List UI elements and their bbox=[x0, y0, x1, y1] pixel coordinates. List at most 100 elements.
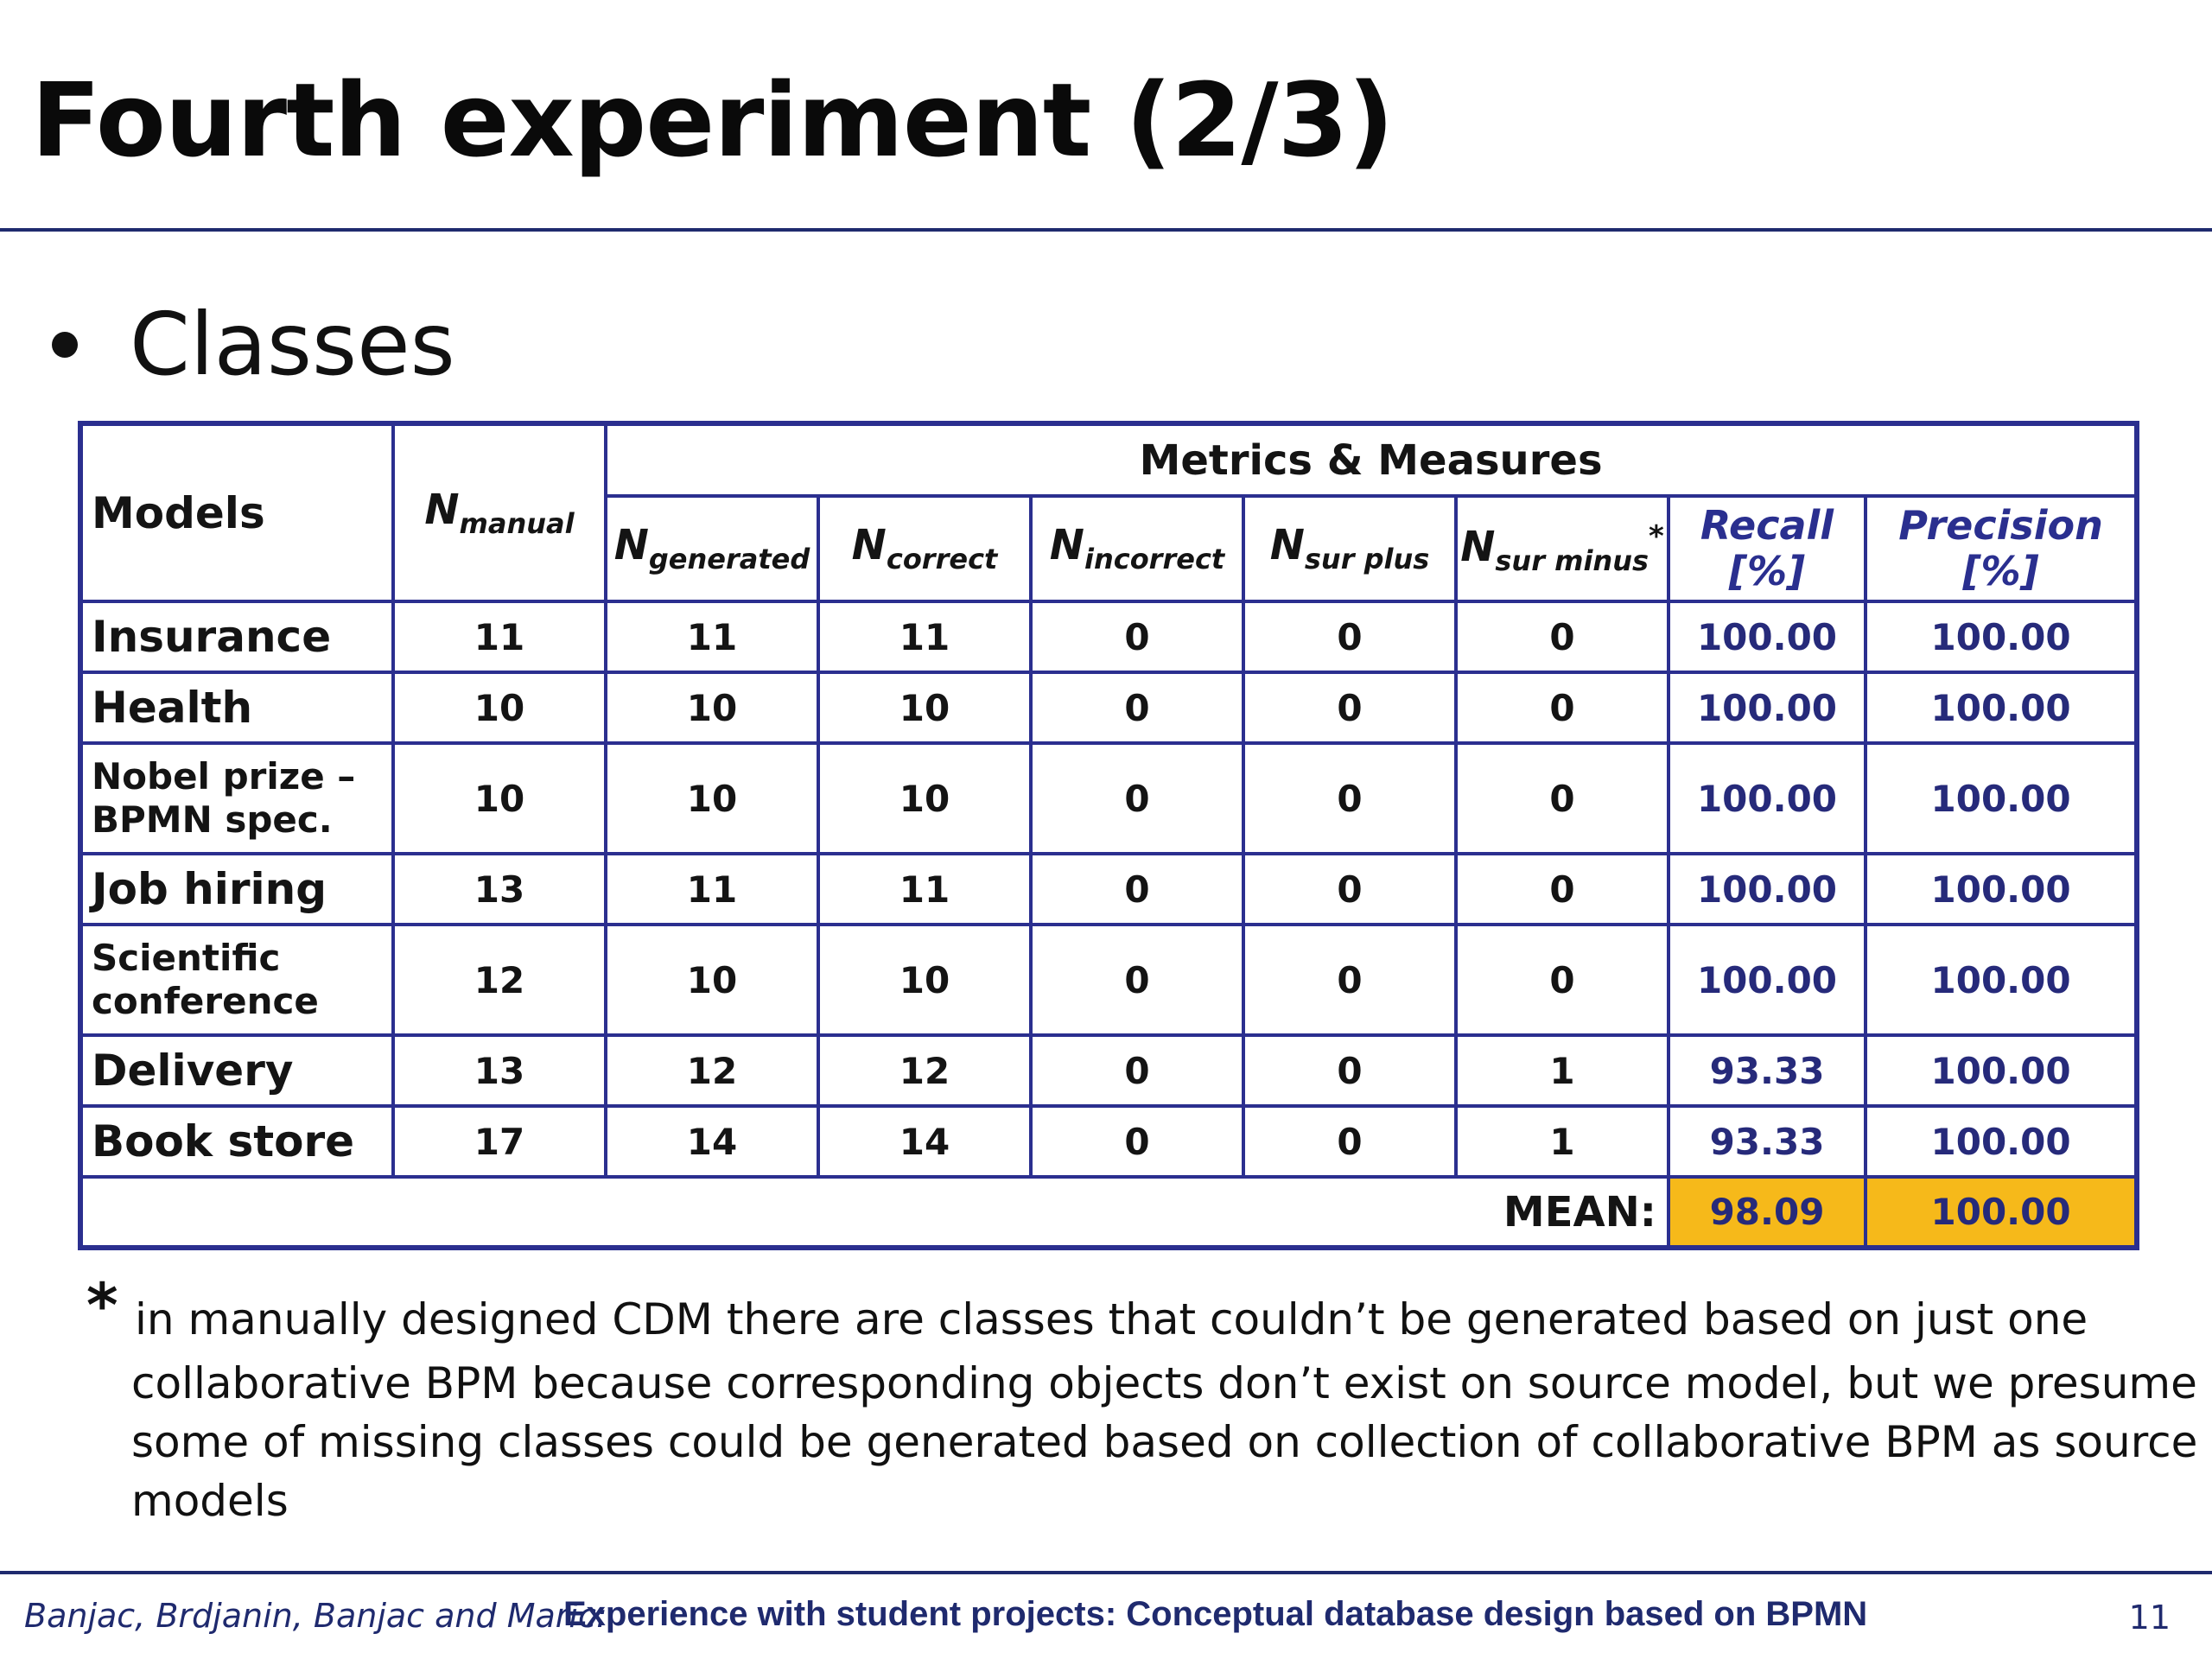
table-row: Scientific conference 12 10 10 0 0 0 100… bbox=[79, 923, 2139, 1037]
cell-n-manual: 11 bbox=[391, 600, 607, 674]
header-n-incorrect: Nincorrect bbox=[1029, 494, 1245, 603]
cell-n-manual: 12 bbox=[391, 923, 607, 1037]
cell-model: Job hiring bbox=[79, 852, 395, 926]
footnote-line: in manually designed CDM there are class… bbox=[135, 1294, 2088, 1344]
bullet-text: Classes bbox=[130, 294, 455, 395]
header-n-correct: Ncorrect bbox=[817, 494, 1033, 603]
bullet-item: Classes bbox=[52, 294, 455, 395]
cell-n-surplus: 0 bbox=[1242, 1033, 1458, 1108]
cell-n-surminus: 0 bbox=[1454, 671, 1670, 745]
cell-n-surplus: 0 bbox=[1242, 741, 1458, 855]
table-mean-row: MEAN: 98.09 100.00 bbox=[79, 1175, 2139, 1249]
cell-recall: 100.00 bbox=[1667, 741, 1867, 855]
cell-n-correct: 11 bbox=[817, 600, 1033, 674]
cell-n-manual: 13 bbox=[391, 1033, 607, 1108]
table-row: Insurance 11 11 11 0 0 0 100.00 100.00 bbox=[79, 600, 2139, 674]
cell-n-surplus: 0 bbox=[1242, 923, 1458, 1037]
cell-n-surminus: 0 bbox=[1454, 741, 1670, 855]
cell-n-incorrect: 0 bbox=[1029, 1033, 1245, 1108]
cell-model: Insurance bbox=[79, 600, 395, 674]
cell-n-correct: 10 bbox=[817, 671, 1033, 745]
footer-authors: Banjac, Brdjanin, Banjac and Maric: bbox=[24, 1597, 607, 1635]
cell-n-generated: 10 bbox=[604, 671, 820, 745]
cell-n-incorrect: 0 bbox=[1029, 923, 1245, 1037]
cell-precision: 100.00 bbox=[1863, 1033, 2139, 1108]
slide-title: Fourth experiment (2/3) bbox=[31, 60, 1395, 180]
cell-n-generated: 11 bbox=[604, 852, 820, 926]
cell-n-correct: 10 bbox=[817, 741, 1033, 855]
cell-n-surminus: 0 bbox=[1454, 923, 1670, 1037]
cell-recall: 100.00 bbox=[1667, 600, 1867, 674]
cell-n-correct: 11 bbox=[817, 852, 1033, 926]
cell-n-surminus: 1 bbox=[1454, 1104, 1670, 1179]
cell-n-incorrect: 0 bbox=[1029, 1104, 1245, 1179]
metrics-table: Models Nmanual Metrics & Measures Ngener… bbox=[78, 421, 2140, 1250]
table-header-row: Models Nmanual Metrics & Measures bbox=[79, 422, 2139, 603]
cell-n-surplus: 0 bbox=[1242, 1104, 1458, 1179]
table-row: Job hiring 13 11 11 0 0 0 100.00 100.00 bbox=[79, 852, 2139, 926]
mean-recall: 98.09 bbox=[1667, 1175, 1867, 1249]
footer-title: Experience with student projects: Concep… bbox=[563, 1595, 1868, 1633]
footnote-line: some of missing classes could be generat… bbox=[131, 1417, 2198, 1467]
cell-recall: 100.00 bbox=[1667, 852, 1867, 926]
cell-precision: 100.00 bbox=[1863, 671, 2139, 745]
cell-recall: 100.00 bbox=[1667, 923, 1867, 1037]
cell-model: Nobel prize – BPMN spec. bbox=[79, 741, 395, 855]
cell-n-generated: 10 bbox=[604, 923, 820, 1037]
cell-recall: 93.33 bbox=[1667, 1033, 1867, 1108]
header-recall: Recall [%] bbox=[1667, 494, 1867, 603]
cell-recall: 93.33 bbox=[1667, 1104, 1867, 1179]
cell-n-generated: 12 bbox=[604, 1033, 820, 1108]
cell-n-incorrect: 0 bbox=[1029, 671, 1245, 745]
header-n-generated: Ngenerated bbox=[604, 494, 820, 603]
footnote-line: collaborative BPM because corresponding … bbox=[131, 1358, 2212, 1408]
cell-n-manual: 13 bbox=[391, 852, 607, 926]
table-row: Health 10 10 10 0 0 0 100.00 100.00 bbox=[79, 671, 2139, 745]
cell-n-surplus: 0 bbox=[1242, 671, 1458, 745]
cell-n-correct: 10 bbox=[817, 923, 1033, 1037]
mean-label: MEAN: bbox=[79, 1175, 1670, 1249]
cell-precision: 100.00 bbox=[1863, 600, 2139, 674]
header-metrics-measures: Metrics & Measures bbox=[603, 422, 2139, 498]
cell-model: Book store bbox=[79, 1104, 395, 1179]
cell-n-generated: 11 bbox=[604, 600, 820, 674]
table-subheader-row: Ngenerated Ncorrect Nincorrect Nsur plus… bbox=[80, 494, 2139, 603]
cell-model: Scientific conference bbox=[79, 923, 395, 1037]
title-divider bbox=[0, 228, 2212, 232]
cell-n-manual: 10 bbox=[391, 741, 607, 855]
cell-n-correct: 14 bbox=[817, 1104, 1033, 1179]
cell-precision: 100.00 bbox=[1863, 1104, 2139, 1179]
header-n-surminus: Nsur minus* bbox=[1454, 494, 1670, 603]
cell-n-surplus: 0 bbox=[1242, 600, 1458, 674]
header-n-manual: Nmanual bbox=[391, 422, 607, 603]
footnote-line: models bbox=[131, 1476, 289, 1526]
cell-n-generated: 14 bbox=[604, 1104, 820, 1179]
cell-n-incorrect: 0 bbox=[1029, 741, 1245, 855]
cell-n-manual: 10 bbox=[391, 671, 607, 745]
table-row: Book store 17 14 14 0 0 1 93.33 100.00 bbox=[79, 1104, 2139, 1179]
cell-model: Health bbox=[79, 671, 395, 745]
cell-model: Delivery bbox=[79, 1033, 395, 1108]
cell-n-surminus: 1 bbox=[1454, 1033, 1670, 1108]
table-row: Nobel prize – BPMN spec. 10 10 10 0 0 0 … bbox=[79, 741, 2139, 855]
cell-precision: 100.00 bbox=[1863, 852, 2139, 926]
cell-n-correct: 12 bbox=[817, 1033, 1033, 1108]
cell-n-manual: 17 bbox=[391, 1104, 607, 1179]
header-models: Models bbox=[79, 422, 395, 603]
bullet-dot-icon bbox=[52, 331, 78, 358]
page-number: 11 bbox=[2128, 1599, 2171, 1637]
cell-recall: 100.00 bbox=[1667, 671, 1867, 745]
table-row: Delivery 13 12 12 0 0 1 93.33 100.00 bbox=[79, 1033, 2139, 1108]
cell-n-surminus: 0 bbox=[1454, 600, 1670, 674]
footnote-asterisk: * bbox=[86, 1270, 118, 1341]
cell-n-incorrect: 0 bbox=[1029, 600, 1245, 674]
header-n-surplus: Nsur plus bbox=[1242, 494, 1458, 603]
cell-n-incorrect: 0 bbox=[1029, 852, 1245, 926]
cell-precision: 100.00 bbox=[1863, 923, 2139, 1037]
header-precision: Precision [%] bbox=[1863, 494, 2139, 603]
cell-n-surplus: 0 bbox=[1242, 852, 1458, 926]
cell-n-surminus: 0 bbox=[1454, 852, 1670, 926]
cell-n-generated: 10 bbox=[604, 741, 820, 855]
mean-precision: 100.00 bbox=[1863, 1175, 2139, 1249]
footer-divider bbox=[0, 1571, 2212, 1574]
